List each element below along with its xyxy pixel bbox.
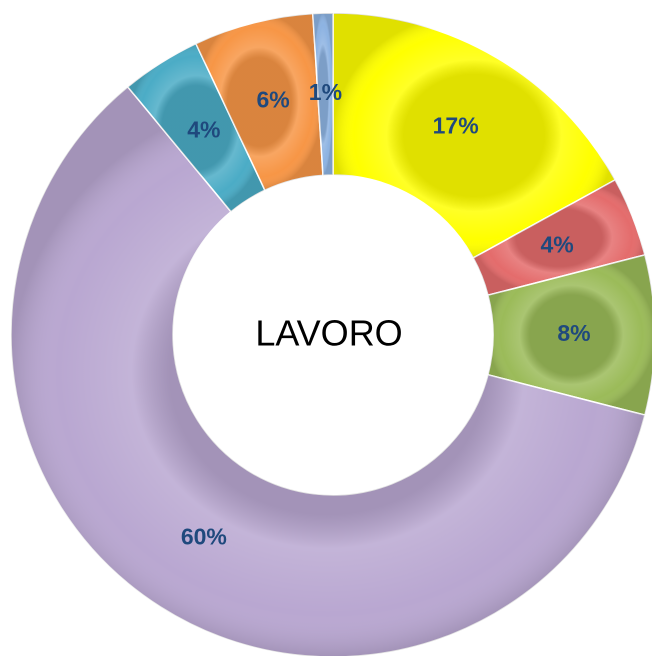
data-label: 4% — [187, 117, 220, 143]
center-label: LAVORO — [255, 313, 402, 354]
data-label: 1% — [309, 79, 342, 105]
data-label: 60% — [181, 524, 227, 550]
data-label: 8% — [557, 320, 590, 346]
data-label: 17% — [433, 113, 479, 139]
labels: 17% 4% 8% 60% 4% 6% 1% — [181, 79, 591, 549]
data-label: 6% — [256, 87, 289, 113]
data-label: 4% — [540, 231, 573, 257]
